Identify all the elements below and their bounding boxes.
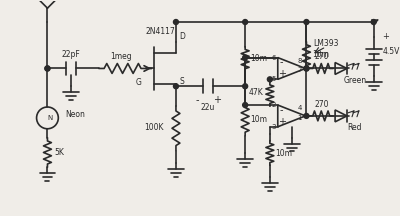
Text: 47K: 47K	[249, 88, 263, 97]
Text: 1: 1	[297, 115, 302, 121]
Text: 22u: 22u	[200, 103, 215, 113]
Text: LM393: LM393	[314, 39, 339, 48]
Circle shape	[243, 55, 248, 60]
Circle shape	[243, 84, 248, 89]
Circle shape	[243, 19, 248, 24]
Circle shape	[304, 113, 309, 118]
Text: 5: 5	[272, 76, 276, 82]
Text: +: +	[214, 95, 222, 105]
Text: +: +	[382, 32, 389, 41]
Text: 4.5V: 4.5V	[383, 47, 400, 56]
Text: 100K: 100K	[144, 123, 164, 132]
Circle shape	[45, 66, 50, 71]
Text: S: S	[180, 77, 184, 86]
Text: 6: 6	[272, 55, 276, 60]
Text: 1meg: 1meg	[110, 52, 132, 61]
Text: 2N4117: 2N4117	[145, 27, 175, 36]
Text: Neon: Neon	[65, 110, 85, 119]
Text: 270: 270	[314, 52, 328, 61]
Text: 4: 4	[297, 105, 302, 111]
Circle shape	[174, 84, 178, 89]
Text: 270: 270	[314, 100, 328, 109]
Text: 10m: 10m	[250, 54, 268, 63]
Circle shape	[243, 103, 248, 108]
Circle shape	[304, 66, 309, 71]
Text: D: D	[179, 32, 185, 41]
Circle shape	[304, 19, 309, 24]
Text: 10m: 10m	[312, 50, 329, 59]
Text: 5K: 5K	[54, 148, 64, 157]
Text: Red: Red	[348, 123, 362, 132]
Circle shape	[304, 66, 309, 71]
Text: -: -	[280, 105, 284, 115]
Text: 10m: 10m	[275, 149, 292, 158]
Text: 22pF: 22pF	[62, 50, 80, 59]
Text: Green: Green	[343, 76, 366, 85]
Text: 2: 2	[272, 102, 276, 108]
Text: 3: 3	[272, 124, 276, 130]
Text: N: N	[48, 115, 53, 121]
Text: -: -	[196, 95, 200, 105]
Circle shape	[174, 19, 178, 24]
Text: +: +	[278, 117, 286, 127]
Text: -: -	[280, 57, 284, 68]
Text: 7: 7	[297, 67, 302, 73]
Text: +: +	[278, 69, 286, 79]
Circle shape	[371, 19, 376, 24]
Circle shape	[267, 77, 272, 82]
Text: 10m: 10m	[250, 115, 268, 124]
Text: 8: 8	[297, 57, 302, 64]
Circle shape	[45, 66, 50, 71]
Text: G: G	[136, 78, 141, 87]
